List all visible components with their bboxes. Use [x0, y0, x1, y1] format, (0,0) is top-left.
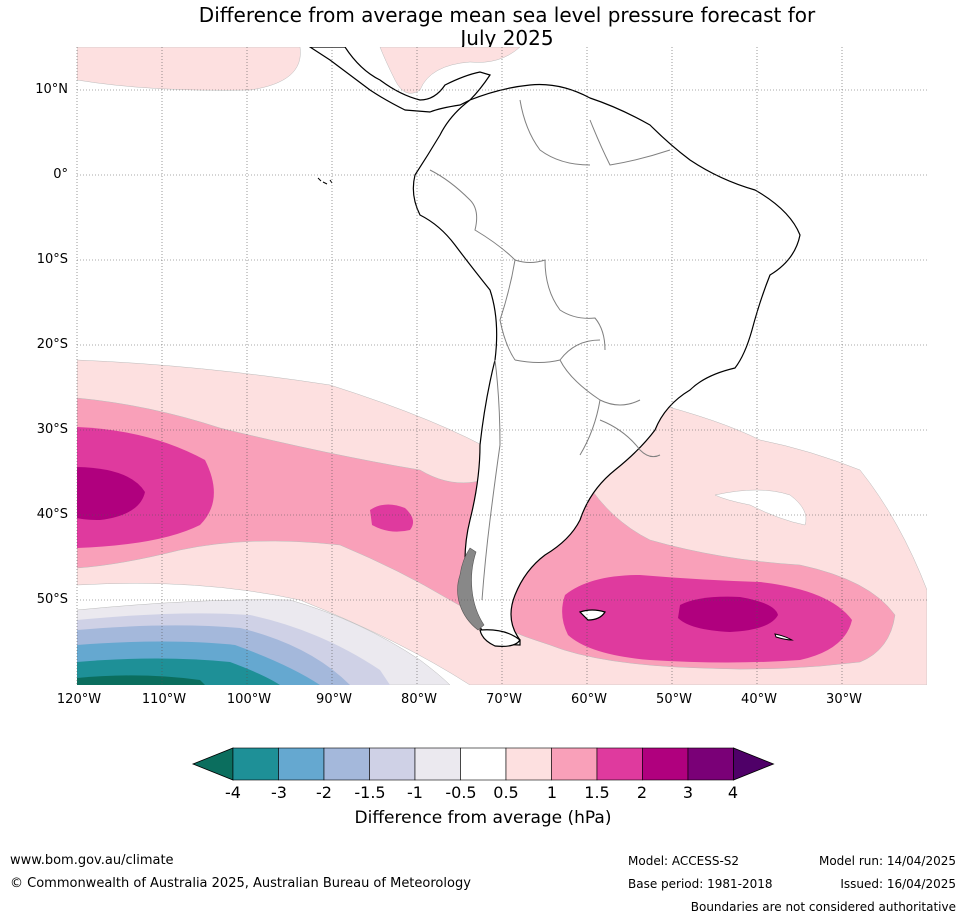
- anomaly-0.5-1-north: [77, 47, 301, 91]
- colorbar-tick-label: -1.5: [354, 783, 386, 802]
- anomaly-2-3-west: [77, 467, 145, 520]
- galapagos: [317, 177, 333, 185]
- lon-label: 30°W: [826, 692, 862, 707]
- footer-model: Model: ACCESS-S2: [628, 854, 740, 868]
- colorbar-segment: [232, 747, 279, 781]
- lon-label: 60°W: [571, 692, 607, 707]
- colorbar-tick-label: 4: [727, 783, 739, 802]
- anomaly-0.5-1-caribbean: [379, 47, 521, 94]
- colorbar-segment: [505, 747, 552, 781]
- colorbar-tick-label: -1: [407, 783, 423, 802]
- colorbar-segment: [414, 747, 461, 781]
- title-line-2: July 2025: [460, 26, 554, 50]
- colorbar-extend-low: [191, 747, 234, 781]
- colorbar-tick-label: -0.5: [445, 783, 477, 802]
- colorbar-segment: [596, 747, 643, 781]
- colorbar-tick-label: 0.5: [493, 783, 519, 802]
- colorbar-segment: [551, 747, 598, 781]
- lon-label: 90°W: [316, 692, 352, 707]
- colorbar-segment: [642, 747, 689, 781]
- lon-label: 120°W: [56, 692, 102, 707]
- colorbar-tick-label: -4: [225, 783, 241, 802]
- map-title: Difference from average mean sea level p…: [77, 4, 937, 50]
- lat-label: 20°S: [36, 337, 68, 352]
- south-georgia: [774, 633, 794, 641]
- chile-fjords: [457, 547, 485, 631]
- lon-label: 110°W: [141, 692, 187, 707]
- lon-label: 80°W: [401, 692, 437, 707]
- lon-label: 50°W: [656, 692, 692, 707]
- falkland-islands: [578, 609, 606, 621]
- colorbar-title: Difference from average (hPa): [354, 808, 612, 828]
- south-america: [412, 83, 801, 646]
- colorbar-segment: [687, 747, 734, 781]
- footer-model-run: Model run: 14/04/2025: [818, 854, 956, 868]
- colorbar-tick-label: 1.5: [584, 783, 610, 802]
- anomaly-neg-4: [77, 675, 205, 685]
- graticule: [76, 47, 927, 685]
- colorbar-tick-label: 1: [546, 783, 558, 802]
- anomaly-neutral-hole: [714, 489, 807, 526]
- footer-base-period: Base period: 1981-2018: [628, 877, 773, 891]
- lon-label: 100°W: [226, 692, 272, 707]
- lat-label: 0°: [53, 167, 68, 182]
- colorbar-tick-label: 2: [636, 783, 648, 802]
- colorbar-segment: [460, 747, 507, 781]
- footer-issued: Issued: 16/04/2025: [840, 877, 956, 891]
- country-borders: [429, 99, 671, 601]
- colorbar-extend-high: [733, 747, 775, 781]
- footer-copyright: © Commonwealth of Australia 2025, Austra…: [10, 876, 471, 891]
- colorbar-tick-label: 3: [682, 783, 694, 802]
- lon-label: 40°W: [741, 692, 777, 707]
- land-layer: [308, 47, 801, 647]
- colorbar-segment: [278, 747, 325, 781]
- title-line-1: Difference from average mean sea level p…: [198, 3, 816, 27]
- anomaly-2-3-east: [678, 596, 778, 632]
- lat-label: 50°S: [36, 592, 68, 607]
- footer-url[interactable]: www.bom.gov.au/climate: [10, 853, 174, 868]
- colorbar-tick-label: -3: [271, 783, 287, 802]
- tierra-del-fuego: [479, 629, 521, 647]
- anomaly-1.5-2-small: [370, 504, 414, 532]
- colorbar-segment: [369, 747, 416, 781]
- lon-label: 70°W: [486, 692, 522, 707]
- footer-disclaimer: Boundaries are not considered authoritat…: [690, 900, 956, 914]
- central-america: [308, 47, 491, 113]
- colorbar: [191, 747, 775, 781]
- colorbar-segment: [323, 747, 370, 781]
- lat-label: 40°S: [36, 507, 68, 522]
- lat-label: 10°S: [36, 252, 68, 267]
- colorbar-tick-label: -2: [316, 783, 332, 802]
- lat-label: 30°S: [36, 422, 68, 437]
- lat-label: 10°N: [35, 82, 68, 97]
